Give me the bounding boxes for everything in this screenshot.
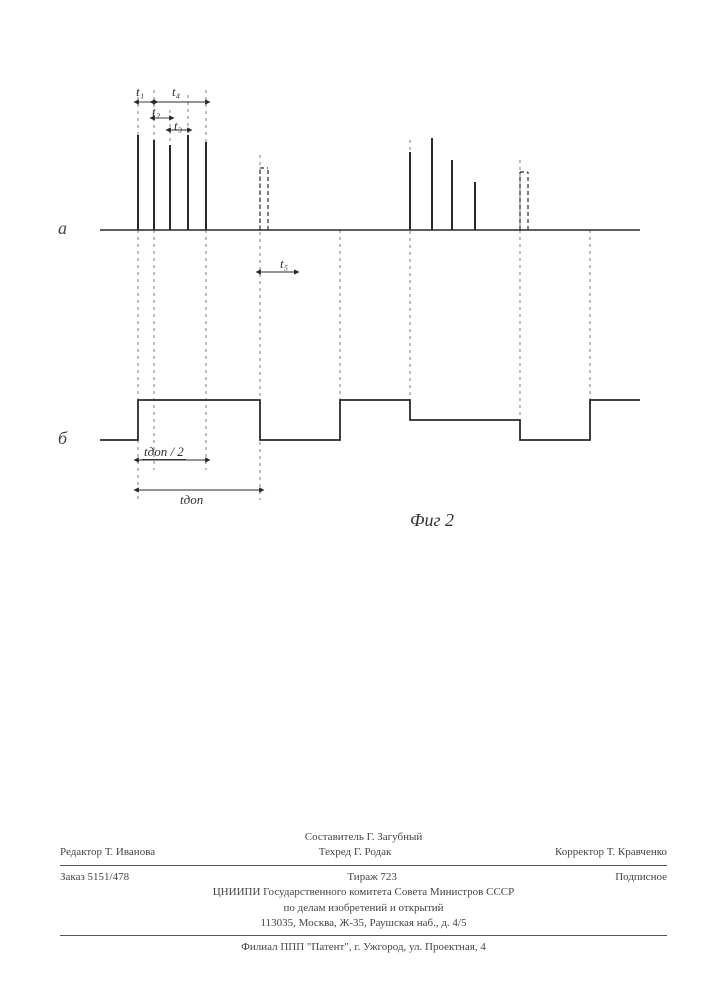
label-t4: t₄ bbox=[172, 84, 180, 100]
divider bbox=[60, 865, 667, 866]
label-t3: t₃ bbox=[174, 118, 182, 134]
podpisnoe: Подписное bbox=[615, 870, 667, 885]
label-t1: t₁ bbox=[136, 84, 144, 100]
figure-caption: Фиг 2 bbox=[410, 510, 454, 531]
techred-name: Г. Родак bbox=[354, 846, 391, 858]
label-t2: t₂ bbox=[152, 104, 160, 120]
label-tdop-half-text: tдоп / 2 bbox=[142, 444, 186, 460]
corrector-label: Корректор bbox=[555, 846, 604, 858]
org-line-2: по делам изобретений и открытий bbox=[60, 901, 667, 916]
corrector-name: Т. Кравченко bbox=[607, 846, 667, 858]
order-line: Заказ 5151/478 Тираж 723 Подписное bbox=[60, 870, 667, 885]
axis-b-label: б bbox=[58, 428, 67, 449]
label-t5: t₅ bbox=[280, 256, 288, 272]
editor-line: Редактор Т. Иванова Техред Г. Родак Корр… bbox=[60, 845, 667, 860]
addr-line-2: Филиал ППП "Патент", г. Ужгород, ул. Про… bbox=[60, 940, 667, 955]
label-tdop: tдоп bbox=[180, 492, 203, 508]
order-number: Заказ 5151/478 bbox=[60, 870, 129, 885]
imprint-block: Составитель Г. Загубный Редактор Т. Иван… bbox=[60, 830, 667, 956]
editor-name: Т. Иванова bbox=[105, 846, 155, 858]
tirazh: Тираж 723 bbox=[347, 870, 397, 885]
figure-2-diagram: а б t₁ t₄ t₂ t₃ t₅ tдоп / 2 tдоп Фиг 2 bbox=[80, 60, 640, 560]
compiler-line: Составитель Г. Загубный bbox=[60, 830, 667, 845]
divider bbox=[60, 935, 667, 936]
label-tdop-half: tдоп / 2 bbox=[142, 444, 186, 460]
techred-label: Техред bbox=[319, 846, 351, 858]
editor-label: Редактор bbox=[60, 846, 102, 858]
square-wave-b bbox=[100, 400, 640, 440]
org-line-1: ЦНИИПИ Государственного комитета Совета … bbox=[60, 885, 667, 900]
axis-a-label: а bbox=[58, 218, 67, 239]
addr-line-1: 113035, Москва, Ж-35, Раушская наб., д. … bbox=[60, 916, 667, 931]
